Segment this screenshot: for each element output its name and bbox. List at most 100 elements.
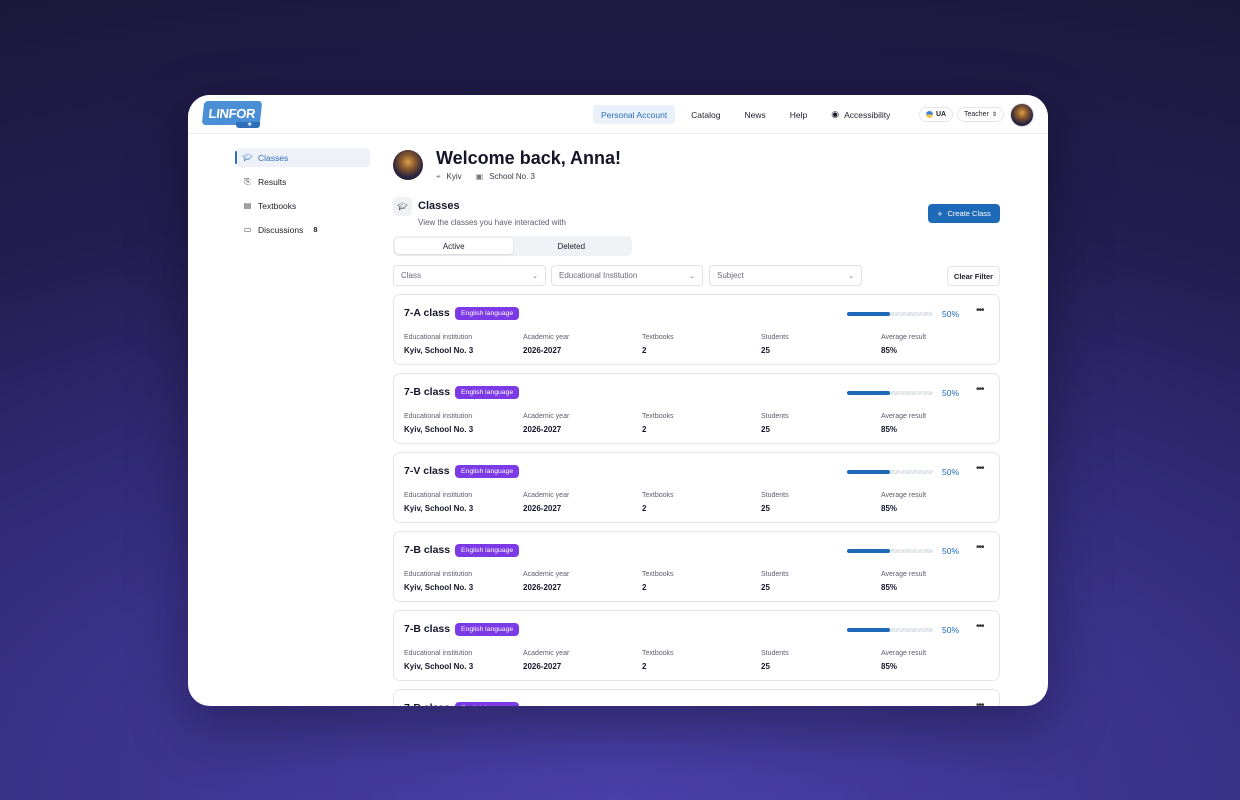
textbooks-value: 2 [642,583,647,592]
class-card[interactable]: 7-A class English language 50% ••• Educa… [393,294,1000,365]
textbooks-column: Textbooks 2 [642,334,674,355]
clear-filter-button[interactable]: Clear Filter [947,266,1000,286]
year-value: 2026-2027 [523,425,562,434]
average-label: Average result [881,334,927,341]
textbooks-column: Textbooks 2 [642,492,674,513]
progress-value: 50% [942,625,960,635]
class-name: 7-B class [404,386,451,398]
students-column: Students 25 [761,334,789,355]
chevron-down-icon: ⌄ [848,272,854,280]
average-value: 85% [881,346,898,355]
subject-filter-value: Subject [717,271,744,280]
average-label: Average result [881,571,927,578]
nav-news[interactable]: News [744,109,766,120]
class-card[interactable]: 7-V class English language 50% ••• Educa… [393,452,1000,523]
year-column: Academic year 2026-2027 [523,571,569,592]
sidebar-item-results[interactable]: ⎘ Results [235,172,370,191]
textbooks-column: Textbooks 2 [642,571,674,592]
more-options-icon[interactable]: ••• [976,384,984,395]
average-label: Average result [881,413,927,420]
institution-filter-select[interactable]: Educational Institution ⌄ [551,265,703,286]
nav-help[interactable]: Help [789,109,808,120]
institution-label: Educational institution [404,650,473,657]
institution-label: Educational institution [404,492,473,499]
institution-value: Kyiv, School No. 3 [404,583,474,592]
students-value: 25 [761,583,770,592]
class-card[interactable]: 7-B class English language 50% ••• Educa… [393,610,1000,681]
students-label: Students [761,334,789,341]
subject-filter-select[interactable]: Subject ⌄ [709,265,862,286]
logo-ribbon-icon [236,122,260,128]
sidebar-item-discussions[interactable]: ▭ Discussions 8 [235,220,370,239]
class-card[interactable]: 7-B class English language 50% ••• Educa… [393,689,1000,706]
role-selector[interactable]: Teacher ⇕ [957,107,1004,122]
textbooks-label: Textbooks [642,492,674,499]
average-column: Average result 85% [881,492,926,513]
class-card[interactable]: 7-B class English language 50% ••• Educa… [393,531,1000,602]
progress-fill [847,312,890,316]
textbooks-value: 2 [642,662,647,671]
school-label: School No. 3 [489,172,536,181]
nav-accessibility[interactable]: ◉ Accessibility [823,105,898,124]
chevron-down-icon: ⌄ [689,272,695,280]
discussions-count-badge: 8 [313,225,318,234]
average-column: Average result 85% [881,413,926,434]
chevron-down-icon: ⌄ [532,272,538,280]
students-column: Students 25 [761,492,789,513]
graduation-cap-icon: 🎓︎ [242,153,253,162]
more-options-icon[interactable]: ••• [976,700,984,706]
progress-value: 50% [942,467,960,477]
more-options-icon[interactable]: ••• [976,542,984,553]
sidebar-item-classes[interactable]: 🎓︎ Classes [235,148,370,167]
more-options-icon[interactable]: ••• [976,463,984,474]
subject-tag: English language [455,465,520,478]
textbooks-label: Textbooks [642,571,674,578]
avatar[interactable] [1010,103,1034,127]
sidebar-item-textbooks[interactable]: ▤ Textbooks [235,196,370,215]
year-label: Academic year [523,650,570,657]
more-options-icon[interactable]: ••• [976,305,984,316]
progress-bar [847,549,933,553]
nav-catalog[interactable]: Catalog [691,109,721,120]
students-label: Students [761,492,789,499]
class-filter-select[interactable]: Class ⌄ [393,265,546,286]
status-tabs: Active Deleted [393,236,632,256]
create-class-button[interactable]: + Create Class [928,204,1000,223]
average-label: Average result [881,492,927,499]
year-label: Academic year [523,334,570,341]
location-pin-icon: ⌖ [436,172,441,181]
average-label: Average result [881,650,927,657]
students-column: Students 25 [761,571,789,592]
average-value: 85% [881,662,898,671]
textbooks-label: Textbooks [642,334,674,341]
class-name: 7-A class [404,307,450,319]
textbooks-value: 2 [642,346,647,355]
tab-active[interactable]: Active [395,238,513,254]
subject-tag: English language [455,623,520,636]
section-title: Classes [418,200,460,212]
progress-bar [847,628,933,632]
language-switcher[interactable]: UA [919,107,954,122]
progress-value: 50% [942,704,959,706]
progress-fill [847,470,890,474]
graduation-cap-icon: 🎓︎ [393,197,412,216]
average-column: Average result 85% [881,571,926,592]
institution-value: Kyiv, School No. 3 [404,425,474,434]
class-card[interactable]: 7-B class English language 50% ••• Educa… [393,373,1000,444]
textbooks-column: Textbooks 2 [642,413,674,434]
profile-meta: ⌖ Kyiv ▣ School No. 3 [436,172,535,182]
nav-personal-account[interactable]: Personal Account [593,105,676,124]
institution-column: Educational institution Kyiv, School No.… [404,571,473,592]
year-value: 2026-2027 [523,504,562,513]
class-name: 7-B class [404,702,450,706]
year-value: 2026-2027 [523,662,562,671]
students-value: 25 [761,425,770,434]
progress-fill [847,628,890,632]
more-options-icon[interactable]: ••• [976,621,984,632]
institution-column: Educational institution Kyiv, School No.… [404,650,473,671]
average-value: 85% [881,583,898,592]
tab-deleted[interactable]: Deleted [557,241,586,251]
institution-label: Educational institution [404,334,473,341]
textbooks-label: Textbooks [642,413,674,420]
